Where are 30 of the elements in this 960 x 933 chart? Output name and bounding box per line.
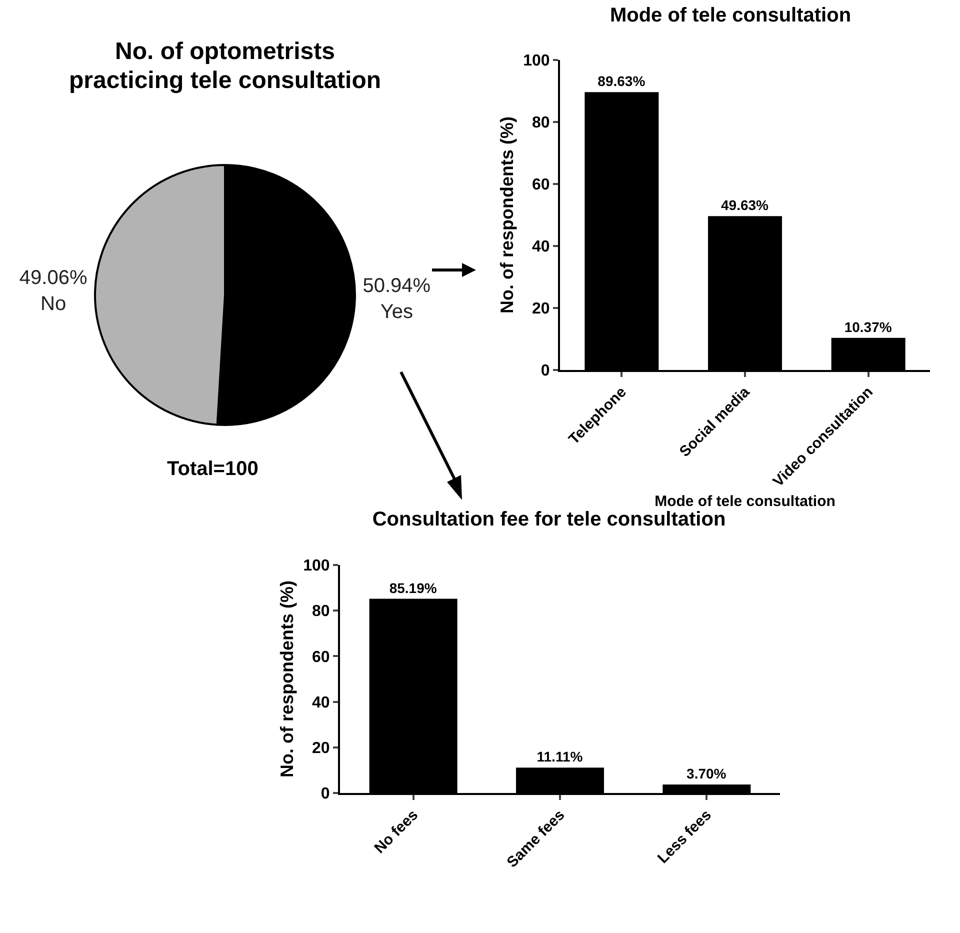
- data-label: 49.63%: [720, 197, 770, 214]
- text: Total=100: [167, 458, 258, 480]
- y-tick-label: 0: [320, 786, 330, 803]
- y-tick-label: 100: [523, 52, 550, 70]
- x-tick-label: No fees: [371, 806, 422, 857]
- y-tick-label: 40: [312, 694, 330, 712]
- y-axis-title: No. of respondents (%): [277, 580, 297, 778]
- chart-title: No. of optometrists practicing tele consultation: [68, 38, 382, 96]
- y-tick-label: 0: [540, 362, 550, 380]
- y-axis-title: No. of respondents (%): [497, 116, 517, 314]
- slice-label: Yes: [379, 300, 414, 326]
- data-label: 89.63%: [598, 73, 646, 90]
- data-label: 11.11%: [536, 748, 584, 765]
- y-tick-label: 20: [312, 740, 330, 757]
- y-tick-label: 60: [312, 648, 330, 666]
- y-tick-label: 60: [532, 176, 550, 194]
- chart-title: Mode of tele consultation: [610, 4, 852, 27]
- data-label: 10.37%: [844, 318, 892, 335]
- x-axis-title: Mode of tele consultation: [654, 493, 836, 510]
- data-label: 50.94%: [362, 274, 431, 300]
- y-tick-label: 80: [312, 603, 330, 620]
- y-tick-label: 20: [532, 300, 550, 318]
- data-label: 85.19%: [389, 580, 438, 596]
- y-tick-label: 40: [532, 238, 550, 256]
- y-tick-label: 100: [303, 558, 330, 575]
- slice-label: No: [40, 292, 68, 317]
- data-label: 49.06%: [19, 266, 88, 291]
- chart-title: Consultation fee for tele consultation: [372, 508, 726, 530]
- y-tick-label: 80: [532, 114, 550, 132]
- data-label: 3.70%: [686, 766, 727, 782]
